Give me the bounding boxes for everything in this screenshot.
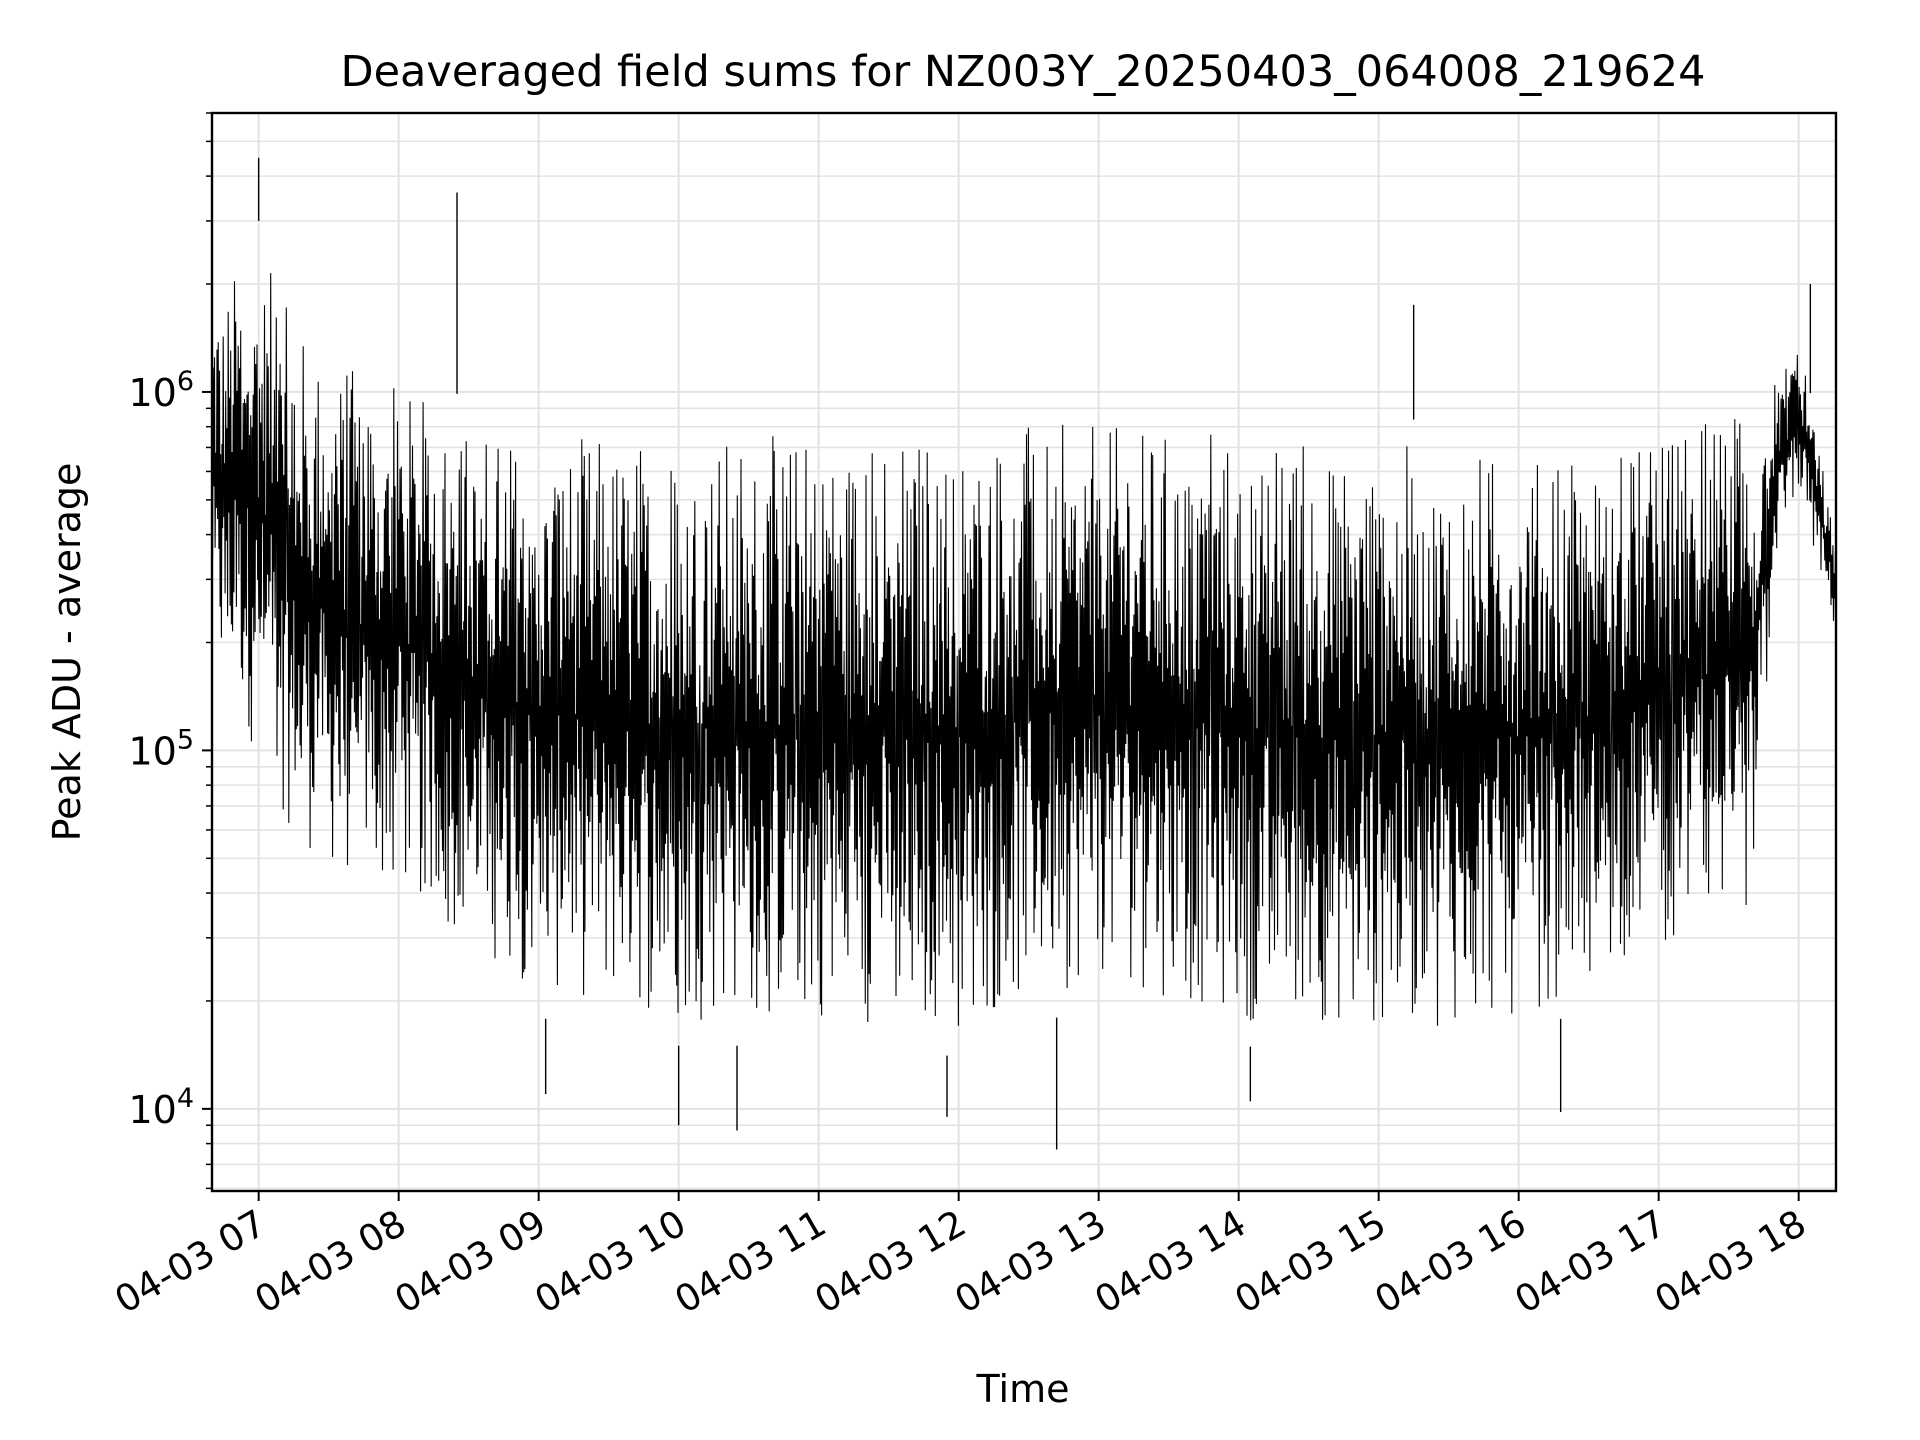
y-tick-exponent: 4 bbox=[177, 1083, 194, 1114]
y-tick-base: 10 bbox=[128, 371, 176, 415]
x-axis-label: Time bbox=[976, 1367, 1070, 1411]
y-tick-label: 105 bbox=[128, 724, 194, 773]
y-tick-label: 106 bbox=[128, 366, 194, 415]
y-tick-exponent: 6 bbox=[177, 366, 194, 397]
y-tick-base: 10 bbox=[128, 1088, 176, 1132]
plot-frame bbox=[210, 111, 1838, 1193]
y-axis-label: Peak ADU - average bbox=[45, 463, 89, 842]
plot-area bbox=[211, 157, 1837, 1150]
y-tick-exponent: 5 bbox=[177, 724, 194, 755]
series-line bbox=[211, 273, 1837, 1026]
chart-title: Deaveraged field sums for NZ003Y_2025040… bbox=[340, 47, 1705, 97]
y-tick-label: 104 bbox=[128, 1083, 194, 1132]
y-tick-base: 10 bbox=[128, 729, 176, 773]
